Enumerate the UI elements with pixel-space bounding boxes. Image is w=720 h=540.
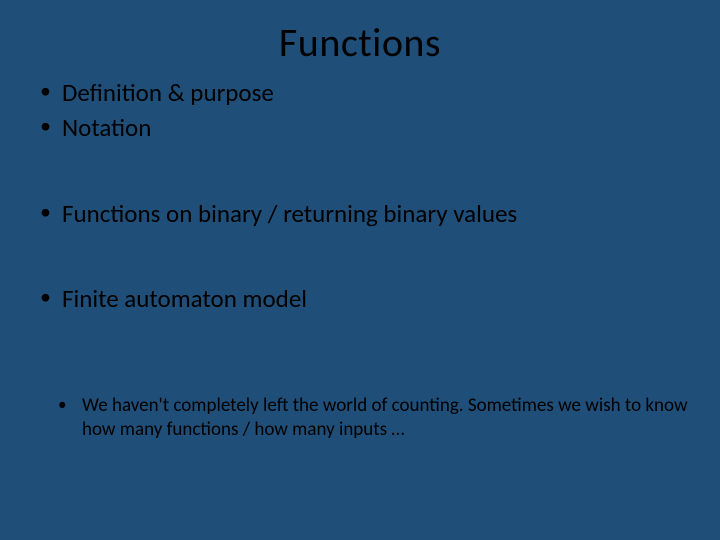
slide-title: Functions (0, 0, 720, 77)
slide: Functions Definition & purpose Notation … (0, 0, 720, 540)
slide-body: Definition & purpose Notation Functions … (0, 77, 720, 442)
bullet-item: Definition & purpose (40, 77, 690, 108)
sub-bullet-item: We haven't completely left the world of … (58, 394, 690, 442)
bullet-item: Functions on binary / returning binary v… (40, 198, 690, 229)
bullet-item: Notation (40, 112, 690, 143)
bullet-item: Finite automaton model (40, 283, 690, 314)
